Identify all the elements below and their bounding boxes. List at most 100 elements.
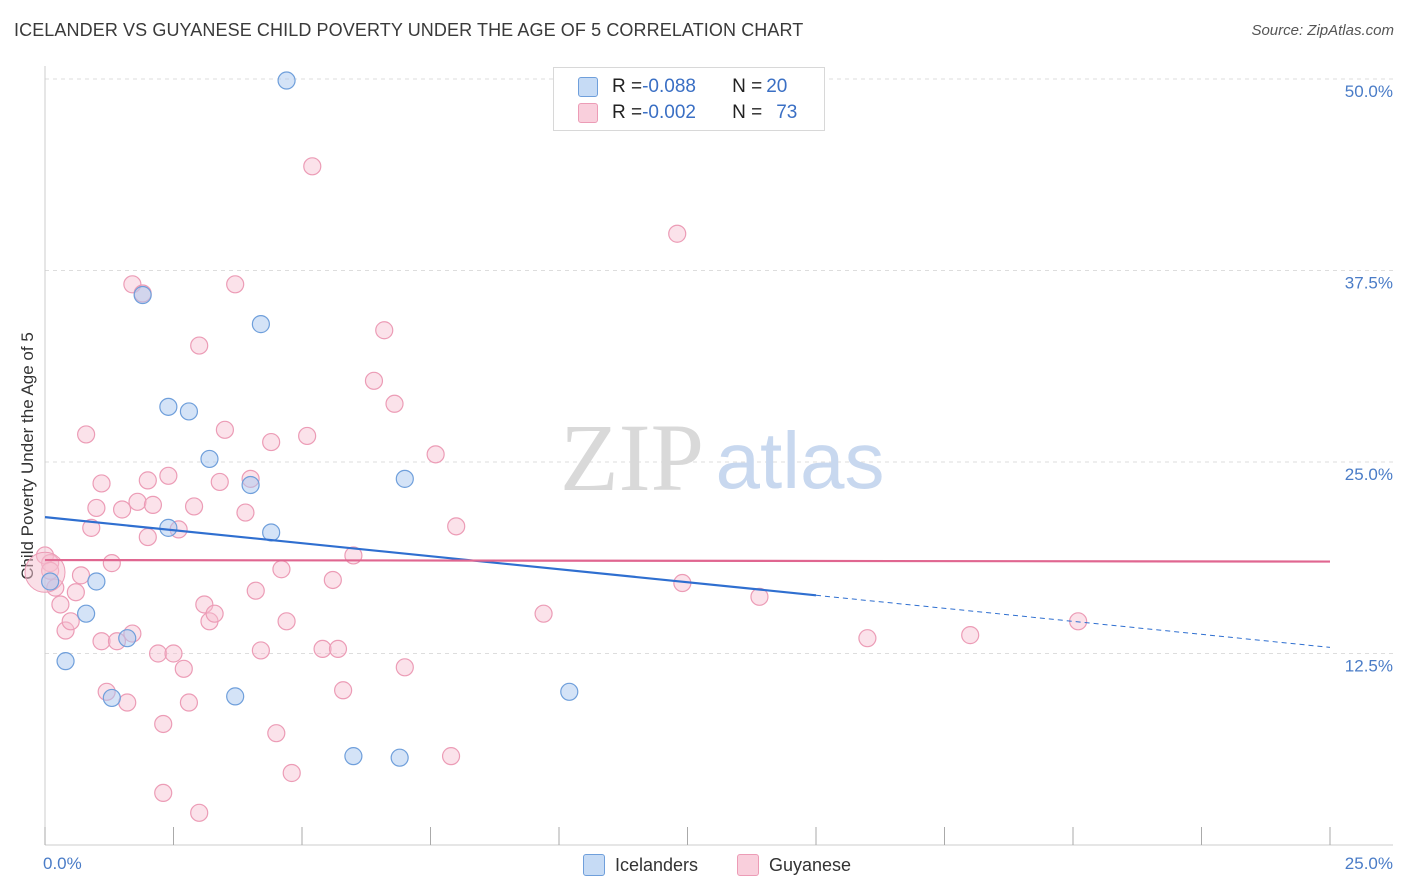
guyanese-point — [205, 604, 224, 623]
source-label: Source: ZipAtlas.com — [1251, 22, 1394, 39]
icelanders-point — [159, 397, 178, 416]
guyanese-point — [303, 157, 322, 176]
icelanders-point — [277, 71, 296, 90]
watermark-atlas: atlas — [716, 416, 885, 505]
guyanese-point — [61, 612, 80, 631]
guyanese-point — [272, 560, 291, 579]
legend-r-value: -0.088 — [642, 76, 696, 97]
icelanders-point — [87, 572, 106, 591]
guyanese-point — [148, 644, 168, 663]
icelanders-point — [200, 449, 219, 469]
legend-row-icelanders: R = -0.088 N = 20 — [578, 75, 787, 99]
guyanese-point — [164, 644, 183, 663]
icelanders-point — [77, 604, 96, 623]
guyanese-point — [66, 583, 85, 602]
correlation-legend: R = -0.088 N = 20 R = -0.002 N = 73 — [553, 67, 825, 131]
guyanese-point — [51, 595, 70, 614]
guyanese-point — [282, 763, 301, 783]
guyanese-point — [328, 639, 348, 659]
legend-n-value: 73 — [776, 102, 798, 123]
guyanese-point — [190, 336, 209, 355]
axes — [44, 66, 1393, 846]
guyanese-point — [668, 224, 687, 243]
guyanese-point — [92, 632, 111, 651]
guyanese-point — [71, 566, 91, 585]
guyanese-point — [154, 714, 173, 734]
zipatlas-watermark: ZIP atlas — [560, 404, 884, 511]
legend-n-label: N = — [732, 102, 763, 123]
guyanese-point — [534, 604, 553, 623]
icelanders-point — [344, 747, 363, 766]
icelanders-point — [56, 652, 75, 671]
icelanders-point — [133, 285, 152, 305]
icelanders-swatch — [578, 77, 598, 97]
guyanese-point — [323, 570, 342, 590]
guyanese-point — [313, 639, 332, 659]
guyanese-point — [102, 554, 121, 573]
chart-title: ICELANDER VS GUYANESE CHILD POVERTY UNDE… — [14, 20, 804, 40]
guyanese-point — [138, 527, 157, 547]
icelanders-point — [560, 682, 579, 701]
guyanese-point — [184, 497, 204, 516]
grid-lines — [45, 78, 1393, 654]
legend-n-label: N = — [732, 76, 763, 97]
x-tick-label: 25.0% — [1345, 854, 1393, 873]
icelanders-point — [102, 688, 121, 708]
icelanders-point — [390, 748, 409, 767]
legend-label-icelanders: Icelanders — [615, 854, 699, 875]
legend-r-label: R = — [612, 102, 643, 123]
guyanese-point — [277, 612, 296, 631]
guyanese-point — [174, 659, 193, 678]
icelanders-swatch — [583, 854, 605, 876]
guyanese-point — [364, 371, 384, 390]
guyanese-point — [159, 466, 178, 485]
guyanese-point — [1069, 612, 1088, 631]
icelanders-point — [226, 687, 245, 706]
icelanders-point — [241, 475, 260, 495]
guyanese-point — [190, 803, 209, 822]
icelanders-point — [159, 518, 178, 537]
guyanese-swatch — [737, 854, 759, 876]
guyanese-point — [251, 641, 270, 660]
guyanese-point — [128, 492, 147, 511]
legend-item-guyanese[interactable]: Guyanese — [737, 852, 851, 878]
y-tick-label: 25.0% — [1345, 465, 1393, 484]
guyanese-point — [87, 498, 106, 518]
guyanese-swatch — [578, 103, 598, 123]
guyanese-point — [215, 420, 234, 439]
guyanese-point — [298, 426, 317, 446]
guyanese-point — [143, 495, 163, 514]
guyanese-point — [375, 321, 394, 340]
guyanese-point — [385, 394, 404, 413]
icelanders-point — [251, 315, 270, 334]
legend-item-icelanders[interactable]: Icelanders — [583, 852, 698, 878]
guyanese-point — [179, 693, 199, 712]
guyanese-point — [154, 783, 173, 803]
guyanese-point — [92, 474, 111, 493]
guyanese-points — [24, 157, 1088, 822]
legend-row-guyanese: R = -0.002 N = 73 — [578, 101, 797, 125]
x-tick-label: 0.0% — [43, 854, 82, 873]
trend-lines — [44, 516, 1331, 648]
guyanese-point — [112, 500, 132, 519]
guyanese-point — [426, 445, 445, 464]
icelanders-point — [395, 469, 414, 488]
guyanese-point — [858, 629, 877, 648]
guyanese-point — [210, 472, 229, 492]
guyanese-point — [395, 658, 414, 677]
guyanese-point — [77, 425, 96, 444]
guyanese-point — [82, 518, 101, 537]
guyanese-point — [441, 747, 461, 766]
icelanders-points — [41, 71, 579, 767]
y-tick-label: 50.0% — [1345, 82, 1393, 101]
guyanese-point — [118, 693, 137, 712]
icelanders-point — [41, 572, 60, 591]
guyanese-point — [226, 275, 245, 294]
icelanders-point — [118, 629, 137, 648]
guyanese-point — [447, 517, 466, 536]
guyanese-trend-line — [44, 558, 1331, 563]
icelanders-trend-line — [44, 516, 817, 597]
legend-n-value: 20 — [766, 76, 788, 97]
series-legend: Icelanders Guyanese — [0, 852, 1406, 878]
